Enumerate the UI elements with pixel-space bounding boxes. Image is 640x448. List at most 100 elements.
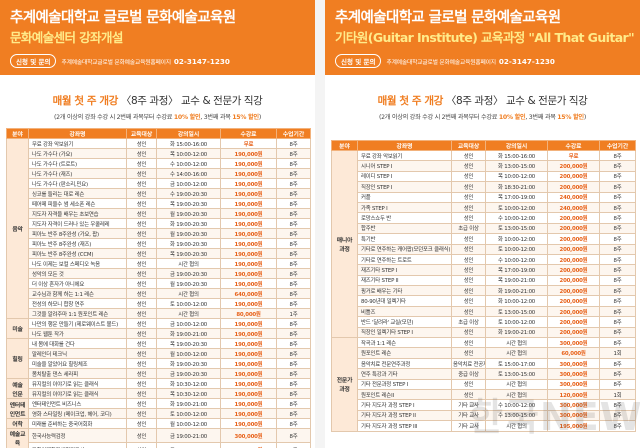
header-course: 강좌명: [28, 128, 127, 139]
duration-cell: 8주: [599, 337, 636, 349]
course-name-cell: 재즈기타 STEP II: [357, 274, 452, 287]
duration-cell: 8주: [276, 328, 311, 339]
fee-cell: 200,000원: [547, 243, 600, 255]
course-name-cell: 직장인 STEP I: [357, 181, 452, 193]
schedule-cell: 목 10:00-12:00: [485, 170, 548, 183]
right-note-d: 15% 할인: [557, 114, 584, 121]
target-cell: 성인: [451, 274, 486, 287]
course-name-cell: 커플: [357, 191, 452, 203]
target-cell: 기타 교사: [451, 420, 486, 432]
schedule-cell: 토 10:00-12:00: [156, 298, 221, 309]
fee-cell: 200,000원: [547, 305, 600, 318]
table-row: 피아노 반주 8주완성 (가요, 팝) 성인 월 19:00-20:30 190,00…: [7, 228, 311, 239]
course-name-cell: 그것을 알려주마 1:1 원포인트 레슨: [28, 308, 127, 319]
table-row: 원포인트 레슨II 성인 시간 협의 120,000원 1회: [332, 388, 636, 401]
course-name-cell: 떼어떼 피울수 썸 세소폰 레슨: [28, 198, 127, 209]
course-name-cell: 무료 강좌 악보읽기: [357, 149, 452, 162]
target-cell: 성인: [451, 388, 486, 401]
right-note-a: (2개 이상의 강좌 수강 시 2번째 과목부터 수강료: [379, 114, 499, 121]
target-cell: 성인: [126, 158, 157, 169]
duration-cell: 8주: [599, 170, 636, 183]
course-name-cell: 합주반: [357, 222, 452, 235]
fee-cell: 200,000원: [547, 160, 600, 172]
left-contact-label: 신청 및 문의: [10, 54, 57, 68]
table-row: 나도 가수다 (트로트) 성인 수 10:00-12:00 190,000원 8주: [7, 158, 311, 169]
schedule-cell: 화 10:30-12:00: [156, 378, 221, 389]
table-row: 음악치료 전문연주과정 음악치료 전공자 토 15:00-17:00 300,000원…: [332, 357, 636, 370]
table-row: 기타 지도자 과정 STEP II 기타 교사 수 13:00-15:00 300,0…: [332, 409, 636, 422]
schedule-cell: 시간 협의: [156, 288, 221, 299]
target-cell: 성인: [451, 160, 486, 172]
target-cell: 성인: [451, 326, 486, 339]
schedule-cell: 토 10:00-12:00: [156, 408, 221, 419]
header-category: 분야: [6, 128, 29, 139]
duration-cell: 8주: [276, 278, 311, 289]
duration-cell: 8주: [276, 378, 311, 389]
schedule-cell: 목 19:00-21:00: [485, 274, 548, 287]
fee-cell: 190,000원: [220, 398, 277, 409]
schedule-cell: 화 15:00-16:00: [156, 138, 221, 149]
right-headline-rest: 〈8주 과정〉 교수 & 전문가 직강: [445, 95, 588, 107]
table-row: 시니어 STEP I 성인 화 13:00-15:00 200,000원 8주: [332, 160, 636, 172]
target-cell: 성인: [126, 228, 157, 239]
duration-cell: 8주: [276, 408, 311, 419]
category-cell: 엔터테인먼트: [6, 398, 29, 419]
course-name-cell: 무료 강좌 악보읽기: [28, 138, 127, 149]
schedule-cell: 금 19:00-20:30: [156, 268, 221, 279]
course-name-cell: 원포인트 레슨: [357, 347, 452, 359]
course-name-cell: 뮤지컬의 이야기로 읽는 클래식: [28, 388, 127, 399]
schedule-cell: 월 10:00-12:00: [156, 418, 221, 429]
table-row: 싱코를 들리는 대로 레슨 성인 수 19:00-20:30 190,000원 8주: [7, 188, 311, 199]
schedule-cell: 목 19:00-20:30: [156, 248, 221, 259]
left-header-banner: 추계예술대학교 글로벌 문화예술교육원 문화예술센터 강좌개설 신청 및 문의 …: [0, 0, 315, 75]
target-cell: 성인: [451, 212, 486, 224]
fee-cell: 240,000원: [547, 191, 600, 203]
fee-cell: 190,000원: [220, 408, 277, 419]
duration-cell: 8주: [599, 149, 636, 162]
table-row: 떼어떼 피울수 썸 세소폰 레슨 성인 목 19:00-20:30 190,000원 8…: [7, 198, 311, 209]
fee-cell: 200,000원: [547, 181, 600, 193]
table-row: 로망스쇼두 반 성인 수 10:00-12:00 200,000원 8주: [332, 212, 636, 224]
target-cell: 성인: [126, 208, 157, 219]
target-cell: 성인: [451, 305, 486, 318]
right-note-c: , 3번째 과목: [525, 114, 558, 121]
course-name-cell: 몸치탈출 댄스 세라피: [28, 368, 127, 379]
course-name-cell: 작곡과 1:1 레슨: [357, 337, 452, 349]
duration-cell: 8주: [276, 198, 311, 209]
schedule-cell: 화 19:00-21:00: [156, 328, 221, 339]
category-cell: 매니아 과정: [331, 149, 358, 339]
schedule-cell: 수 13:00-15:00: [485, 409, 548, 422]
target-cell: 성인: [126, 388, 157, 399]
target-cell: 성인: [126, 318, 157, 329]
schedule-cell: 목 17:00-19:00: [485, 191, 548, 203]
table-row: 기타 전문과정 STEP I 성인 시간 협의 300,000원 8주: [332, 378, 636, 391]
duration-cell: 8주: [276, 228, 311, 239]
header-category: 분야: [331, 140, 358, 151]
course-name-cell: 가족 STEP I: [357, 201, 452, 214]
target-cell: 성인: [126, 238, 157, 249]
schedule-cell: 수 10:00-12:00: [485, 399, 548, 411]
table-row: 합주반 초급 이상 토 13:00-15:00 200,000원 8주: [332, 222, 636, 235]
duration-cell: 8주: [276, 208, 311, 219]
course-name-cell: 과학영재창작체험지도사: [28, 442, 127, 448]
table-row: 핑거로 배우는 기타 성인 화 19:00-21:00 200,000원 8주: [332, 285, 636, 297]
table-row: 미술을 알았어요 힐링체조 성인 화 19:00-20:30 190,000원 8주: [7, 358, 311, 369]
header-course: 강좌명: [357, 140, 452, 151]
target-cell: 성인: [451, 181, 486, 193]
course-name-cell: 비틀즈: [357, 305, 452, 318]
target-cell: 성인: [451, 149, 486, 162]
left-note-e: ): [258, 114, 261, 121]
table-row: 연주 특강과 기타 중급 이상 토 13:00-15:00 300,000원 8주: [332, 368, 636, 380]
course-name-cell: 피아노 반주 8주완성 (재즈): [28, 238, 127, 249]
fee-cell: 300,000원: [220, 442, 277, 448]
duration-cell: 8주: [276, 258, 311, 269]
schedule-cell: 수 10:00-12:00: [156, 158, 221, 169]
left-note-d: 15% 할인: [232, 114, 259, 121]
duration-cell: 8주: [276, 318, 311, 329]
fee-cell: 190,000원: [220, 168, 277, 179]
target-cell: 성인: [126, 398, 157, 409]
fee-cell: 200,000원: [547, 264, 600, 276]
duration-cell: 8주: [599, 201, 636, 214]
duration-cell: 8주: [276, 268, 311, 279]
fee-cell: 190,000원: [220, 348, 277, 359]
